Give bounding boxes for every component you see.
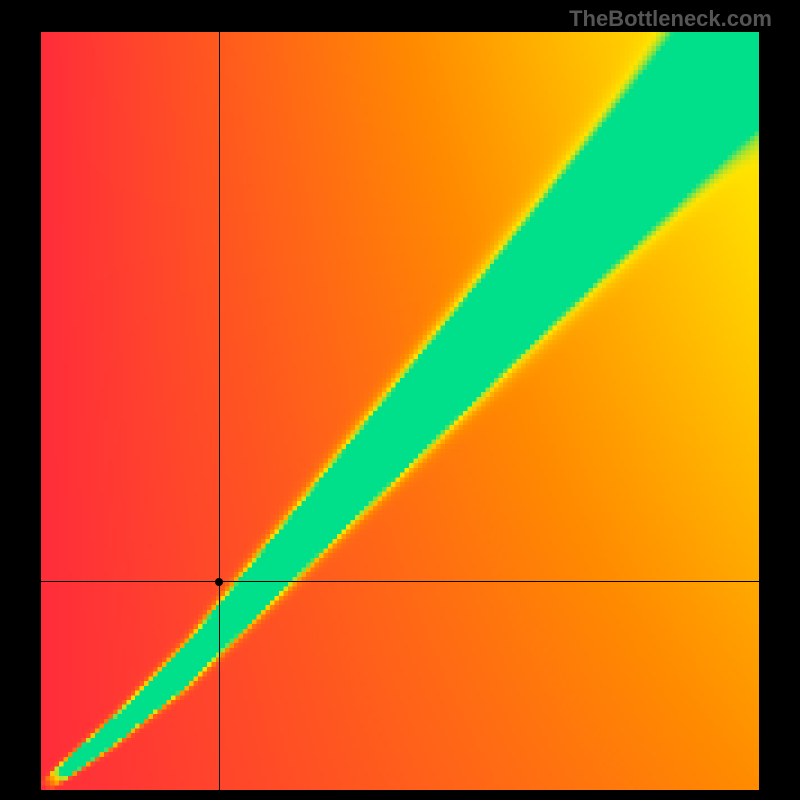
heatmap-plot-area <box>41 32 759 790</box>
crosshair-horizontal <box>41 581 759 582</box>
heatmap-canvas <box>41 32 759 790</box>
crosshair-marker-point <box>215 578 223 586</box>
crosshair-vertical <box>219 32 220 790</box>
attribution-text: TheBottleneck.com <box>569 6 772 32</box>
chart-container: TheBottleneck.com <box>0 0 800 800</box>
